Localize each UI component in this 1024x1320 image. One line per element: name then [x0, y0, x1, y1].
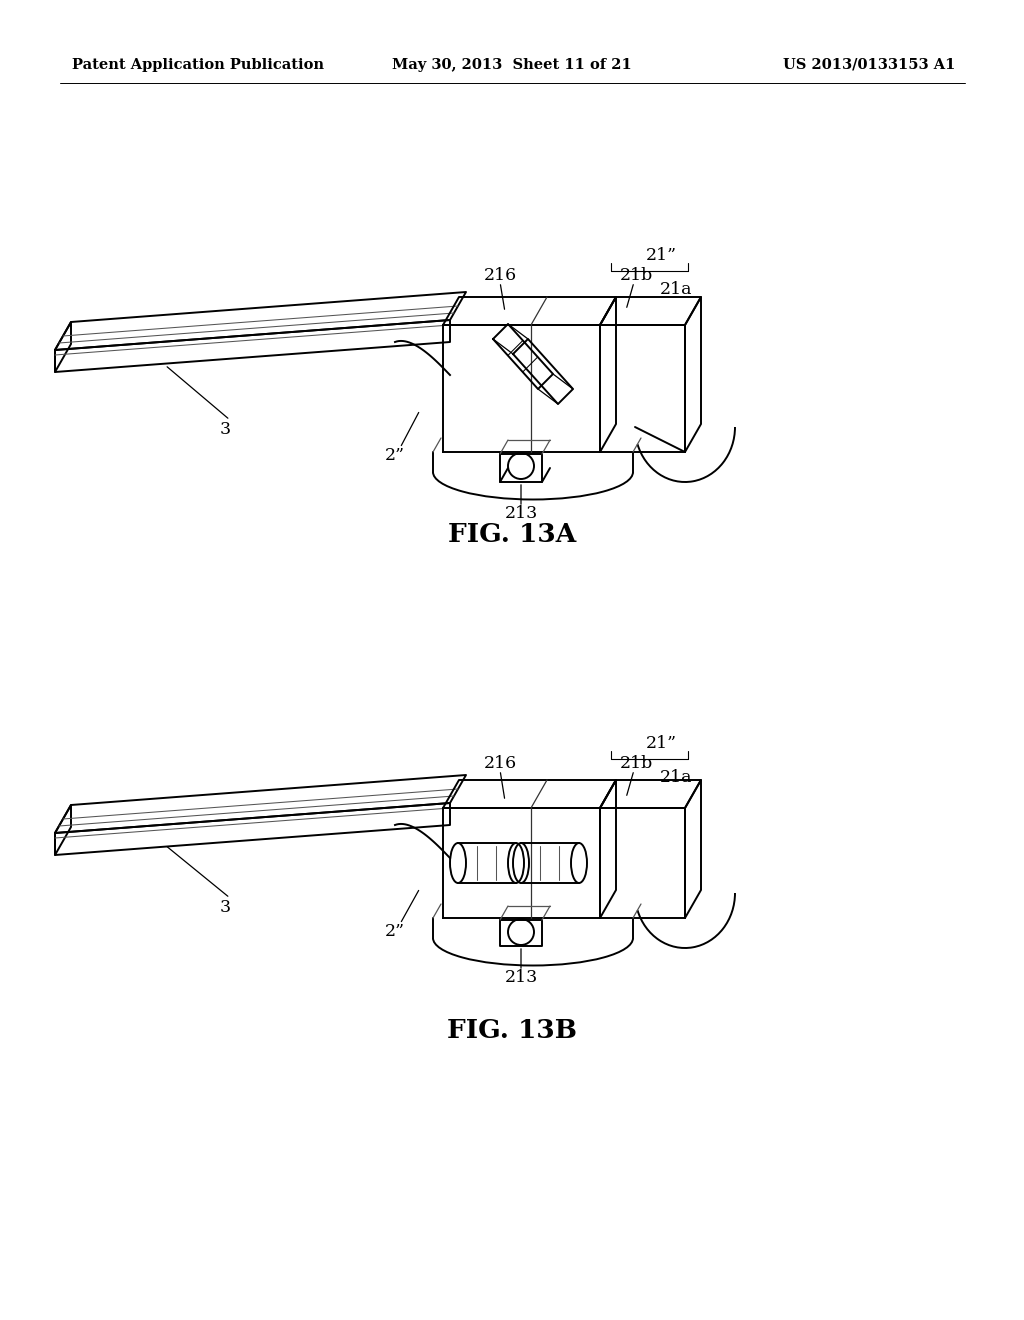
Text: 21b: 21b	[620, 267, 652, 284]
Text: 21”: 21”	[645, 734, 677, 751]
Text: 213: 213	[505, 506, 538, 523]
Text: 21b: 21b	[620, 755, 652, 771]
Text: 216: 216	[483, 267, 516, 284]
Text: 3: 3	[219, 421, 230, 438]
Text: May 30, 2013  Sheet 11 of 21: May 30, 2013 Sheet 11 of 21	[392, 58, 632, 73]
Text: FIG. 13B: FIG. 13B	[447, 1018, 577, 1043]
Text: 216: 216	[483, 755, 516, 771]
Text: Patent Application Publication: Patent Application Publication	[72, 58, 324, 73]
Text: 3: 3	[219, 899, 230, 916]
Text: 2”: 2”	[385, 923, 406, 940]
Text: 21a: 21a	[659, 281, 692, 298]
Text: 21a: 21a	[659, 770, 692, 787]
Text: 213: 213	[505, 969, 538, 986]
Text: FIG. 13A: FIG. 13A	[447, 523, 577, 548]
Text: 2”: 2”	[385, 446, 406, 463]
Text: US 2013/0133153 A1: US 2013/0133153 A1	[782, 58, 955, 73]
Text: 21”: 21”	[645, 247, 677, 264]
